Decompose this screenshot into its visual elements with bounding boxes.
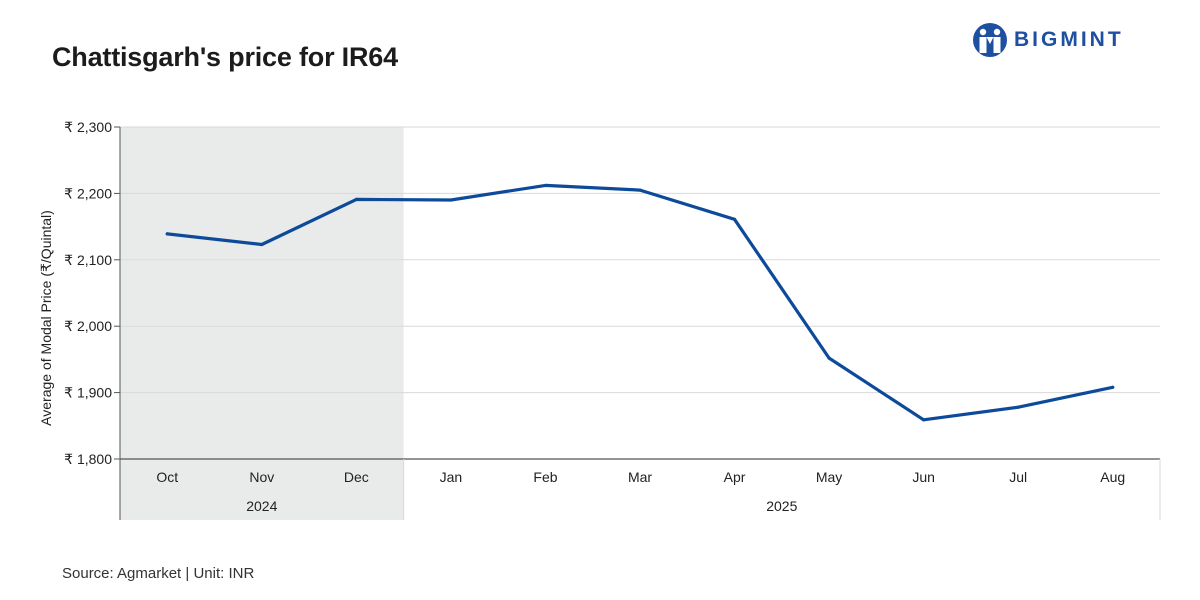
- data-point: [165, 232, 169, 236]
- data-point: [354, 197, 358, 201]
- year-label: 2025: [766, 498, 797, 514]
- y-tick-label: ₹ 2,000: [64, 318, 112, 334]
- x-tick-label: Mar: [628, 469, 652, 485]
- brand-name: BIGMINT: [1014, 28, 1124, 51]
- y-axis-title: Average of Modal Price (₹/Quintal): [38, 210, 54, 426]
- data-point: [1111, 385, 1115, 389]
- y-tick-label: ₹ 2,300: [64, 119, 112, 135]
- y-tick-label: ₹ 1,900: [64, 385, 112, 401]
- data-point: [638, 188, 642, 192]
- data-point: [1016, 405, 1020, 409]
- y-tick-label: ₹ 2,200: [64, 185, 112, 201]
- data-point: [922, 418, 926, 422]
- source-text: Source: Agmarket: [62, 565, 182, 582]
- x-tick-label: May: [816, 469, 842, 485]
- x-tick-label: Oct: [156, 469, 178, 485]
- data-point: [827, 356, 831, 360]
- x-tick-label: Nov: [249, 469, 274, 485]
- x-tick-label: Jul: [1009, 469, 1027, 485]
- data-point: [732, 217, 737, 221]
- source-note: Source: Agmarket | Unit: INR: [62, 565, 254, 582]
- x-tick-label: Aug: [1100, 469, 1125, 485]
- brand-logo: BIGMINT: [972, 22, 1124, 58]
- highlight-band-2024: [120, 127, 404, 520]
- data-point: [260, 242, 264, 247]
- x-tick-label: Jan: [440, 469, 463, 485]
- unit-text: Unit: INR: [193, 565, 255, 582]
- data-point: [449, 198, 453, 202]
- chart-title: Chattisgarh's price for IR64: [52, 42, 398, 72]
- y-tick-label: ₹ 1,800: [64, 451, 112, 467]
- x-tick-label: Jun: [912, 469, 935, 485]
- footer-separator: |: [181, 565, 194, 582]
- x-tick-label: Dec: [344, 469, 369, 485]
- year-label: 2024: [246, 498, 277, 514]
- y-tick-label: ₹ 2,100: [64, 252, 112, 268]
- x-tick-label: Apr: [724, 469, 746, 485]
- bigmint-people-icon: [973, 23, 1007, 57]
- x-tick-label: Feb: [533, 469, 557, 485]
- data-point: [543, 183, 548, 188]
